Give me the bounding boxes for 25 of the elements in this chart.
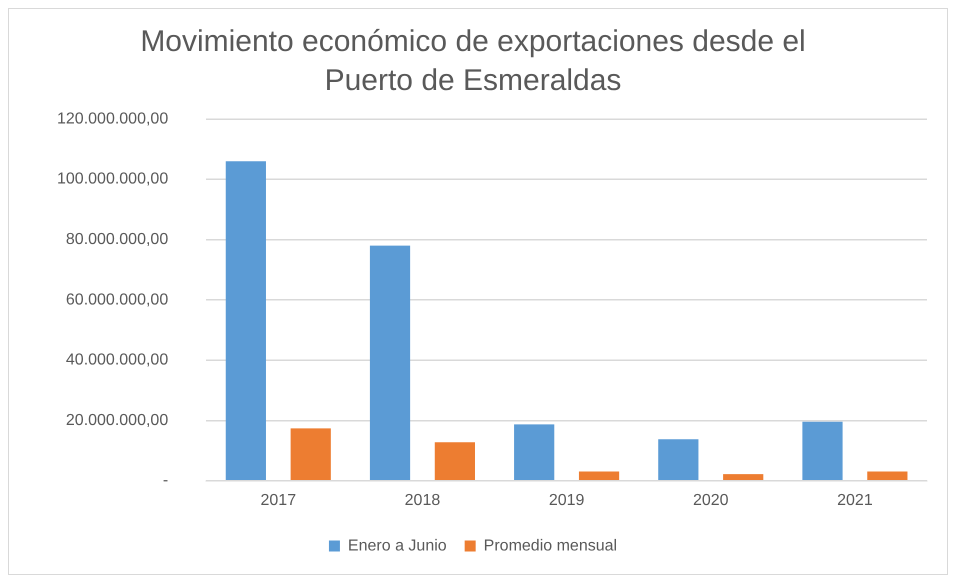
chart-title: Movimiento económico de exportaciones desde el Puerto de Esmeraldas: [140, 24, 806, 97]
bar: [658, 439, 698, 480]
y-tick-label: 100.000.000,00: [57, 170, 168, 188]
y-tick-label: 20.000.000,00: [66, 412, 168, 429]
x-tick-label: 2018: [404, 492, 440, 509]
bar: [434, 442, 475, 480]
bar: [514, 424, 554, 480]
y-tick-label: 120.000.000,00: [57, 110, 168, 128]
bar: [723, 474, 764, 480]
legend-label: Enero a Junio: [348, 537, 447, 554]
x-tick-label: 2021: [837, 492, 873, 509]
bar: [578, 471, 620, 480]
y-tick-label: 60.000.000,00: [66, 291, 168, 308]
y-tick-label: 80.000.000,00: [66, 231, 168, 248]
x-tick-label: 2020: [692, 492, 729, 509]
x-tick-label: 2017: [260, 492, 296, 509]
bar: [802, 422, 843, 480]
y-tick-label: -: [162, 472, 168, 490]
x-tick-label: 2019: [548, 492, 585, 509]
bar: [226, 161, 266, 480]
bar: [867, 471, 908, 480]
legend-label: Promedio mensual: [484, 537, 618, 554]
bar: [370, 246, 410, 480]
bar: [290, 428, 331, 480]
y-tick-label: 40.000.000,00: [66, 352, 168, 369]
